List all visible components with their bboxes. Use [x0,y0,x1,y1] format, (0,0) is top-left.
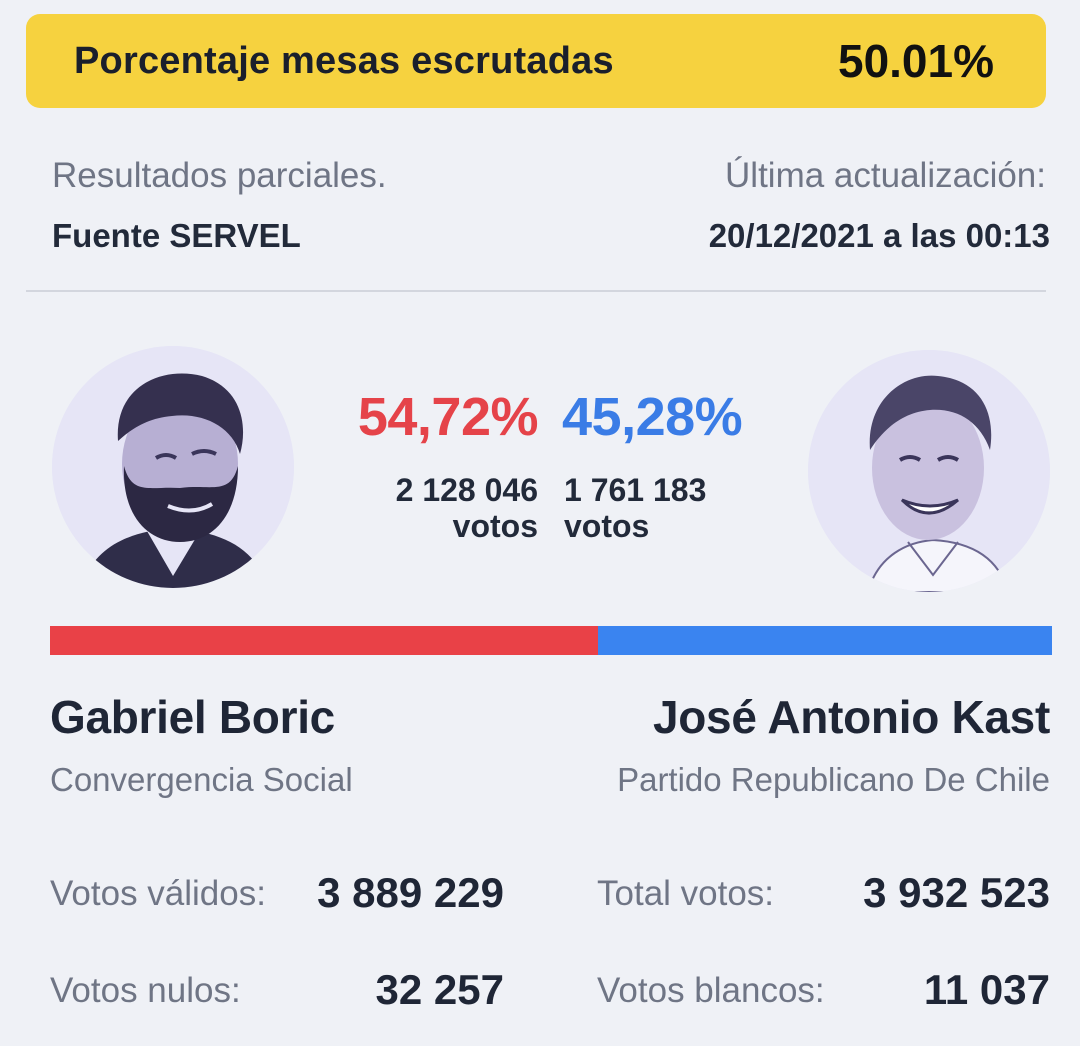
candidate-right-votes-count: 1 761 183 [564,472,707,508]
candidate-left-name: Gabriel Boric [50,691,335,743]
candidate-right-percent: 45,28% [562,387,743,447]
null-votes-label: Votos nulos: [50,971,241,1010]
candidate-left-votes-count: 2 128 046 [395,472,538,508]
last-update-value: 20/12/2021 a las 00:13 [708,217,1050,254]
candidate-left-party: Convergencia Social [50,761,353,798]
total-votes-value: 3 932 523 [863,869,1050,916]
results-bar-right-segment [598,626,1052,655]
divider [26,290,1046,292]
candidate-right-votes-unit: votos [564,508,650,544]
candidate-left-votes: 2 128 046 votos [396,472,538,544]
source-text: Fuente SERVEL [52,217,301,254]
blank-votes-label: Votos blancos: [597,971,825,1010]
scrutiny-value: 50.01% [837,35,994,87]
candidate-portrait-icon [808,350,1050,592]
candidate-portrait-icon [52,346,294,588]
candidate-left-avatar [52,346,294,588]
candidate-right-party: Partido Republicano De Chile [617,761,1050,798]
partial-results-text: Resultados parciales. [52,156,387,195]
results-bar [50,626,1052,655]
scrutiny-label: Porcentaje mesas escrutadas [74,39,614,82]
last-update-label: Última actualización: [725,156,1046,195]
candidate-left-percent: 54,72% [357,387,539,447]
results-bar-left-segment [50,626,599,655]
valid-votes-label: Votos válidos: [50,874,266,913]
valid-votes-value: 3 889 229 [317,869,504,916]
scrutiny-banner: Porcentaje mesas escrutadas 50.01% [26,14,1046,108]
null-votes-value: 32 257 [375,966,504,1013]
candidate-left-votes-unit: votos [452,508,538,544]
candidate-right-avatar [808,350,1050,592]
blank-votes-value: 11 037 [923,966,1050,1013]
candidate-right-votes: 1 761 183 votos [564,472,706,544]
candidate-right-name: José Antonio Kast [652,691,1050,743]
total-votes-label: Total votos: [597,874,775,913]
